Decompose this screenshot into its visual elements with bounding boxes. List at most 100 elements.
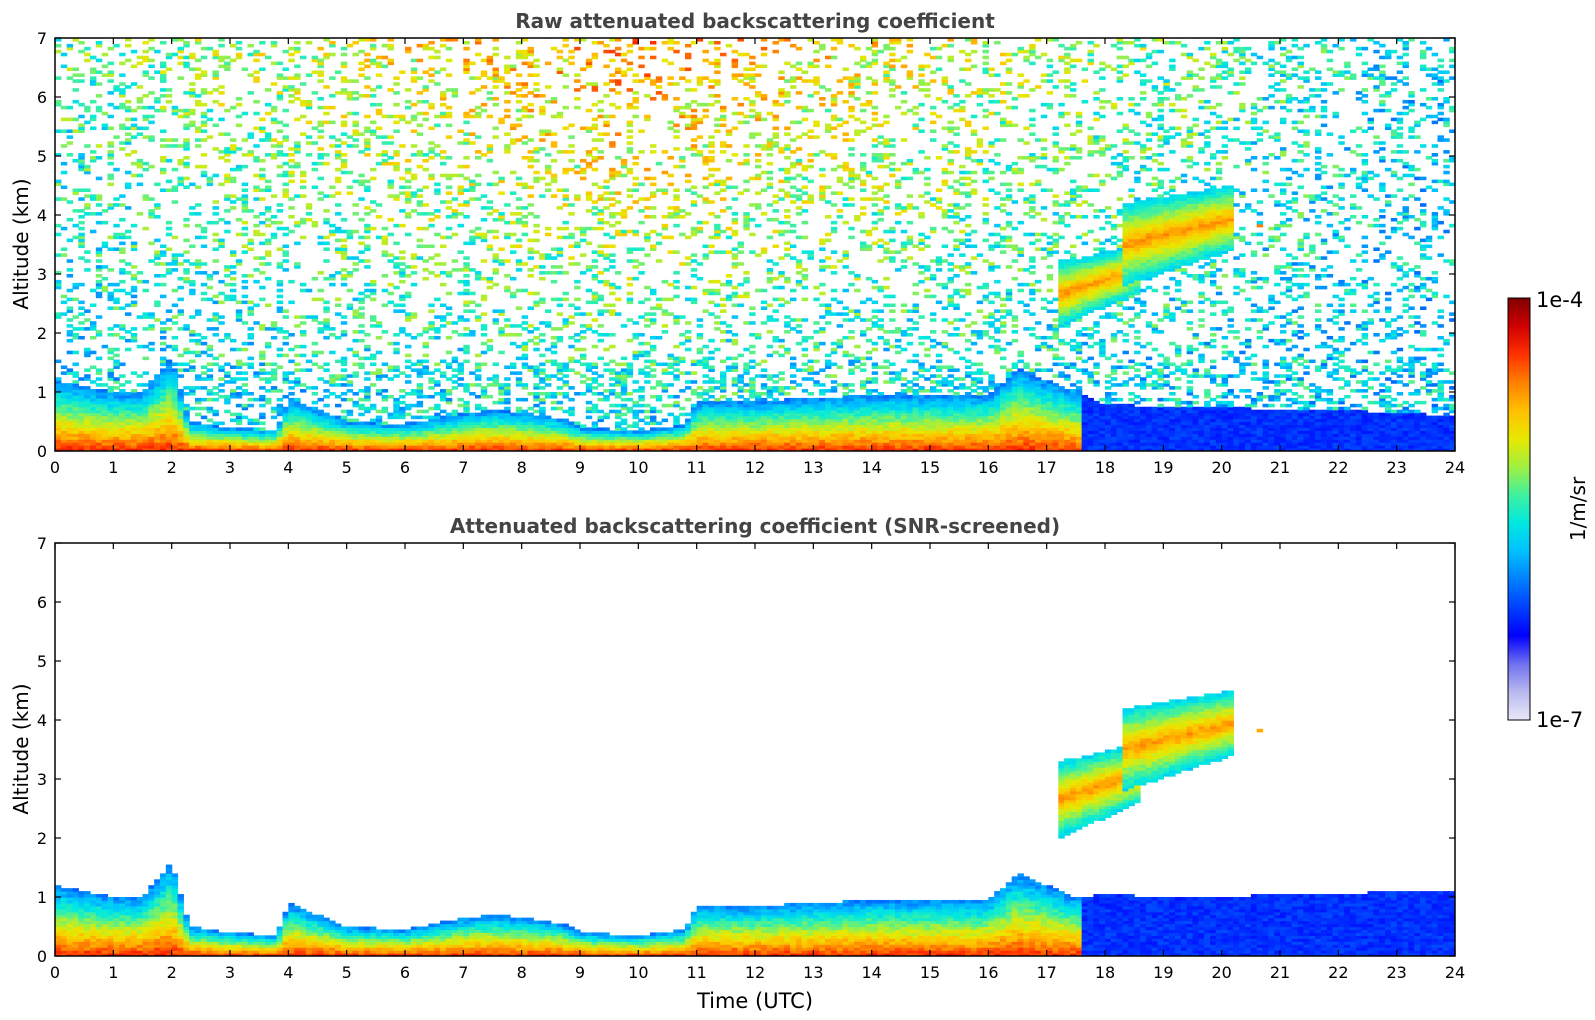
heatmap-cell <box>317 377 324 381</box>
heatmap-cell <box>498 212 505 216</box>
heatmap-cell <box>416 433 424 437</box>
heatmap-cell <box>591 82 599 86</box>
heatmap-cell <box>364 235 371 240</box>
heatmap-cell <box>690 274 698 278</box>
heatmap-cell <box>218 244 225 249</box>
heatmap-cell <box>416 436 424 440</box>
heatmap-cell <box>696 117 704 122</box>
heatmap-cell <box>428 433 435 437</box>
heatmap-cell <box>78 389 85 393</box>
heatmap-cell <box>702 409 709 414</box>
heatmap-cell <box>183 327 190 331</box>
heatmap-cell <box>405 274 412 278</box>
heatmap-cell <box>311 350 319 355</box>
heatmap-cell <box>300 439 307 443</box>
heatmap-cell <box>95 356 103 361</box>
heatmap-cell <box>457 412 464 417</box>
heatmap-cell <box>533 374 540 378</box>
heatmap-cell <box>282 173 289 178</box>
heatmap-cell <box>405 312 412 316</box>
heatmap-cell <box>230 58 237 63</box>
heatmap-cell <box>591 365 599 369</box>
heatmap-cell <box>510 412 517 417</box>
heatmap-cell <box>393 412 400 417</box>
heatmap-cell <box>346 144 354 148</box>
heatmap-cell <box>276 203 284 207</box>
heatmap-cell <box>393 256 400 260</box>
heatmap-cell <box>154 282 161 287</box>
heatmap-cell <box>626 129 634 133</box>
heatmap-cell <box>480 294 488 299</box>
heatmap-cell <box>364 259 371 263</box>
heatmap-cell <box>305 386 313 390</box>
heatmap-cell <box>230 206 237 210</box>
heatmap-cell <box>346 288 354 293</box>
heatmap-cell <box>545 61 552 66</box>
heatmap-cell <box>335 394 342 399</box>
heatmap-cell <box>247 300 254 305</box>
heatmap-cell <box>84 350 91 355</box>
heatmap-cell <box>405 315 412 319</box>
heatmap-cell <box>101 285 109 290</box>
heatmap-cell <box>195 38 202 42</box>
heatmap-cell <box>130 430 138 434</box>
heatmap-cell <box>60 400 68 405</box>
heatmap-cell <box>603 368 610 372</box>
heatmap-cell <box>521 442 529 446</box>
heatmap-cell <box>679 359 686 364</box>
heatmap-cell <box>381 397 389 402</box>
heatmap-cell <box>218 365 225 369</box>
heatmap-cell <box>580 380 587 384</box>
heatmap-cell <box>515 427 523 431</box>
heatmap-cell <box>84 421 91 426</box>
heatmap-cell <box>282 153 289 157</box>
heatmap-cell <box>615 232 622 237</box>
heatmap-cell <box>661 433 669 437</box>
heatmap-cell <box>107 374 114 378</box>
heatmap-cell <box>679 262 686 266</box>
heatmap-cell <box>399 117 406 122</box>
heatmap-cell <box>282 161 289 166</box>
heatmap-cell <box>55 448 62 451</box>
heatmap-cell <box>375 61 383 66</box>
heatmap-cell <box>340 333 348 337</box>
heatmap-cell <box>673 421 680 426</box>
heatmap-cell <box>480 409 488 414</box>
heatmap-cell <box>679 433 686 437</box>
heatmap-cell <box>282 380 289 384</box>
heatmap-cell <box>200 235 208 240</box>
heatmap-cell <box>235 312 243 316</box>
heatmap-cell <box>486 418 494 423</box>
heatmap-cell <box>107 141 114 145</box>
heatmap-cell <box>434 412 441 417</box>
heatmap-cell <box>708 338 715 343</box>
heatmap-cell <box>504 386 511 390</box>
heatmap-cell <box>323 448 330 451</box>
heatmap-cell <box>422 421 429 426</box>
heatmap-cell <box>510 433 517 437</box>
heatmap-cell <box>317 397 324 402</box>
heatmap-cell <box>364 64 371 69</box>
heatmap-cell <box>230 365 237 369</box>
heatmap-cell <box>311 55 319 60</box>
heatmap-cell <box>381 442 389 446</box>
heatmap-cell <box>597 99 604 104</box>
heatmap-cell <box>638 55 645 60</box>
heatmap-cell <box>504 418 511 423</box>
heatmap-cell <box>463 40 470 45</box>
heatmap-cell <box>154 394 161 399</box>
heatmap-cell <box>574 359 581 364</box>
heatmap-cell <box>498 409 505 414</box>
heatmap-cell <box>84 144 91 148</box>
heatmap-cell <box>545 170 552 175</box>
heatmap-cell <box>708 433 715 437</box>
heatmap-cell <box>177 161 184 166</box>
heatmap-cell <box>510 126 517 131</box>
heatmap-cell <box>591 294 599 299</box>
heatmap-cell <box>405 421 412 426</box>
heatmap-cell <box>609 141 616 145</box>
heatmap-cell <box>550 341 558 346</box>
heatmap-cell <box>626 141 634 145</box>
heatmap-cell <box>416 359 424 364</box>
heatmap-cell <box>457 418 464 423</box>
